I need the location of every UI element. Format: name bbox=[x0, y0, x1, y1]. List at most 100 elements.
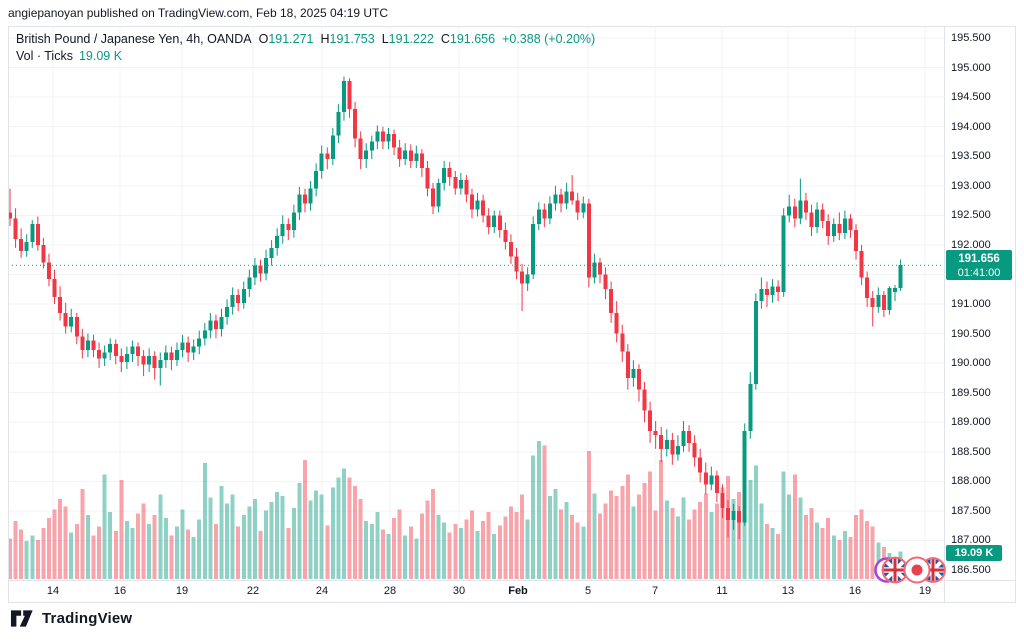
volume-bar bbox=[431, 488, 436, 579]
candle-body bbox=[442, 168, 447, 183]
volume-bar bbox=[642, 483, 647, 579]
time-axis-label: 22 bbox=[246, 585, 260, 597]
volume-bar bbox=[687, 519, 692, 579]
time-axis-label: 30 bbox=[452, 585, 466, 597]
price-axis-label: 188.500 bbox=[951, 445, 991, 458]
open-label: O bbox=[258, 32, 269, 46]
volume-bar bbox=[497, 525, 502, 579]
candle-body bbox=[564, 191, 569, 204]
volume-bar bbox=[403, 535, 408, 579]
candle-body bbox=[186, 342, 191, 353]
price-axis-label: 194.500 bbox=[951, 91, 991, 104]
volume-bar bbox=[241, 515, 246, 579]
candle-body bbox=[892, 288, 897, 293]
volume-bar bbox=[631, 506, 636, 579]
volume-bar bbox=[130, 528, 135, 579]
volume-bar bbox=[247, 506, 252, 579]
candle-body bbox=[414, 153, 419, 161]
volume-bar bbox=[336, 477, 341, 579]
volume-bar bbox=[319, 494, 324, 579]
volume-indicator-legend[interactable]: Vol · Ticks 19.09 K bbox=[16, 48, 122, 65]
tradingview-footer[interactable]: TradingView bbox=[10, 609, 132, 628]
candle-wick bbox=[521, 263, 523, 312]
candle-wick bbox=[872, 290, 874, 327]
candle-body bbox=[514, 256, 519, 272]
time-axis-label: 5 bbox=[584, 585, 592, 597]
candle-body bbox=[353, 108, 358, 139]
candle-body bbox=[759, 289, 764, 302]
volume-bar bbox=[408, 526, 413, 579]
current-price-value: 191.656 bbox=[958, 253, 1000, 265]
candle-body bbox=[124, 354, 129, 362]
candle-body bbox=[520, 271, 525, 284]
candle-body bbox=[842, 218, 847, 234]
volume-bar bbox=[581, 526, 586, 579]
volume-bar bbox=[314, 490, 319, 579]
candle-body bbox=[364, 150, 369, 160]
candle-body bbox=[219, 317, 224, 329]
symbol-title[interactable]: British Pound / Japanese Yen, 4h, OANDA bbox=[16, 32, 252, 46]
candle-body bbox=[113, 344, 118, 357]
volume-bar bbox=[275, 491, 280, 579]
candle-body bbox=[670, 439, 675, 455]
volume-bar bbox=[392, 517, 397, 579]
price-axis-label: 193.000 bbox=[951, 179, 991, 192]
volume-bar bbox=[52, 509, 57, 579]
volume-bar bbox=[97, 526, 102, 579]
candle-body bbox=[737, 510, 742, 523]
time-axis-label: 13 bbox=[781, 585, 795, 597]
tradingview-brand-text: TradingView bbox=[42, 610, 133, 627]
price-axis-label: 191.000 bbox=[951, 298, 991, 310]
candle-body bbox=[336, 111, 341, 136]
candle-body bbox=[425, 168, 430, 189]
time-axis-label: Feb bbox=[508, 585, 528, 597]
time-axis-label: 19 bbox=[918, 585, 932, 597]
candle-body bbox=[386, 133, 391, 142]
volume-bar bbox=[308, 500, 313, 579]
volume-bar bbox=[85, 515, 90, 579]
candle-body bbox=[525, 274, 530, 284]
price-axis-label: 193.500 bbox=[951, 150, 991, 163]
volume-bar bbox=[815, 522, 820, 579]
volume-bar bbox=[202, 462, 207, 579]
volume-bar bbox=[447, 532, 452, 579]
attribution-text: angiepanoyan published on TradingView.co… bbox=[8, 6, 389, 20]
low-label: L bbox=[381, 32, 389, 46]
candle-body bbox=[865, 277, 870, 299]
volume-bar bbox=[759, 503, 764, 579]
candle-body bbox=[692, 442, 697, 458]
volume-bar bbox=[564, 502, 569, 579]
volume-bar bbox=[620, 486, 625, 579]
candle-body bbox=[431, 188, 436, 207]
volume-bar bbox=[136, 513, 141, 579]
volume-bar bbox=[820, 528, 825, 579]
candle-body bbox=[547, 203, 552, 219]
candle-body bbox=[397, 147, 402, 160]
candle-body bbox=[720, 493, 725, 508]
price-axis-label: 190.500 bbox=[951, 327, 991, 340]
volume-bar bbox=[230, 494, 235, 579]
volume-bar bbox=[163, 517, 168, 579]
price-axis-label: 188.000 bbox=[951, 475, 991, 488]
candle-body bbox=[648, 410, 653, 432]
volume-bar bbox=[341, 468, 346, 579]
candle-body bbox=[169, 352, 174, 361]
candle-body bbox=[302, 194, 307, 204]
volume-bar bbox=[542, 445, 547, 579]
volume-bar bbox=[119, 480, 124, 579]
candle-body bbox=[731, 510, 736, 520]
candle-body bbox=[408, 150, 413, 161]
volume-bar bbox=[102, 474, 107, 579]
price-axis-label: 195.500 bbox=[951, 32, 991, 44]
volume-bar bbox=[325, 525, 330, 579]
symbol-flag-icons bbox=[874, 556, 946, 584]
volume-bar bbox=[792, 474, 797, 579]
low-value: 191.222 bbox=[388, 32, 434, 46]
candle-body bbox=[330, 135, 335, 160]
chart-legend[interactable]: British Pound / Japanese Yen, 4h, OANDA O… bbox=[16, 31, 595, 48]
candle-body bbox=[85, 340, 90, 351]
volume-bar bbox=[358, 499, 363, 579]
candle-body bbox=[403, 150, 408, 160]
volume-bar bbox=[720, 487, 725, 579]
